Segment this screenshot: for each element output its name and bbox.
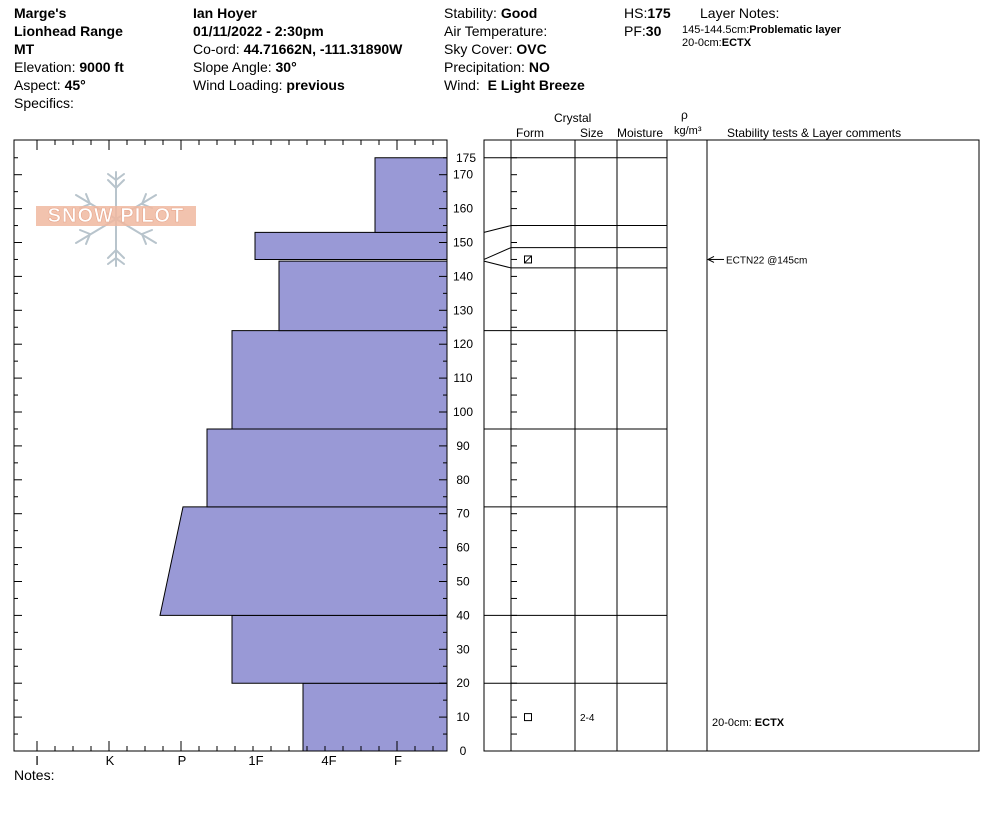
depth-tick-label: 0 [460, 744, 467, 758]
depth-tick-label: 10 [456, 710, 470, 724]
depth-tick-label: 70 [456, 507, 470, 521]
crystal-size: 2-4 [580, 713, 595, 724]
depth-tick-label: 80 [456, 473, 470, 487]
hardness-bar [254, 231, 448, 260]
penetration-foot: PF:30 [624, 23, 662, 39]
layer-comment: 20-0cm: ECTX [712, 717, 785, 729]
moisture-header: Moisture [617, 126, 664, 140]
datetime: 01/11/2022 - 2:30pm [193, 23, 324, 39]
depth-tick-label: 40 [456, 608, 470, 622]
stability-test-label: ECTN22 @145cm [726, 255, 807, 266]
hardness-bar [374, 157, 448, 233]
layer-note: 145-144.5cm:Problematic layer [682, 24, 841, 36]
form-header: Form [516, 126, 544, 140]
layer-comment-note: ECTX [755, 717, 785, 729]
faceted-icon [524, 713, 532, 722]
depth-tick-label: 130 [453, 303, 473, 317]
depth-tick-label: 90 [456, 439, 470, 453]
aspect: Aspect: 45° [14, 77, 86, 93]
depth-tick-label: 60 [456, 541, 470, 555]
layer-comment-range: 20-0cm: [712, 717, 755, 729]
depth-tick-label: 110 [453, 371, 472, 385]
state-name: MT [14, 41, 35, 57]
depth-tick-label: 140 [453, 269, 473, 283]
precipitation: Precipitation: NO [444, 59, 550, 75]
snow-height: HS:175 [624, 5, 671, 21]
logo-text: SNOW PILOT [36, 206, 196, 226]
depth-tick-label: 100 [453, 405, 473, 419]
observer: Ian Hoyer [193, 5, 257, 21]
location-name: Marge's [14, 5, 67, 21]
layer-table-frame [483, 139, 980, 752]
specifics: Specifics: [14, 95, 74, 111]
elevation: Elevation: 9000 ft [14, 59, 124, 75]
hardness-bar [302, 682, 448, 752]
comments-header: Stability tests & Layer comments [727, 126, 902, 140]
depth-tick-label: 160 [453, 202, 473, 216]
hardness-bar [231, 330, 448, 430]
wind: Wind: E Light Breeze [444, 77, 585, 93]
hardness-tick-label: I [35, 753, 39, 768]
snowpilot-logo: SNOW PILOT [36, 170, 196, 270]
layer-connector [483, 225, 512, 233]
hardness-tick-label: K [106, 753, 115, 768]
hardness-tick-label: 4F [321, 753, 336, 768]
depth-tick-label: 20 [456, 676, 470, 690]
stability: Stability: Good [444, 5, 538, 21]
coordinates: Co-ord: 44.71662N, -111.31890W [193, 41, 403, 57]
wind-loading: Wind Loading: previous [193, 77, 345, 93]
depth-tick-label: 120 [453, 337, 473, 351]
sky-cover: Sky Cover: OVC [444, 41, 547, 57]
layer-note: 20-0cm:ECTX [682, 37, 752, 49]
depth-tick-label: 170 [453, 168, 473, 182]
layer-notes-title: Layer Notes: [700, 5, 780, 21]
crystal-header: Crystal [554, 111, 592, 125]
density-unit: kg/m³ [674, 125, 702, 137]
air-temperature: Air Temperature: [444, 23, 548, 39]
hardness-bar [231, 614, 448, 684]
notes-label: Notes: [14, 767, 55, 783]
hardness-bar [159, 506, 448, 616]
surface-hoar-mark [524, 255, 532, 264]
hardness-tick-label: F [394, 753, 402, 768]
hardness-tick-label: P [178, 753, 187, 768]
range-name: Lionhead Range [14, 23, 123, 39]
layer-connector [483, 247, 512, 260]
depth-tick-label: 150 [453, 236, 473, 250]
density-symbol: ρ [681, 108, 688, 122]
depth-tick-label: 30 [456, 642, 470, 656]
hardness-tick-label: 1F [248, 753, 263, 768]
hardness-bar [206, 428, 448, 508]
depth-tick-label: 175 [456, 151, 476, 165]
slope-angle: Slope Angle: 30° [193, 59, 297, 75]
depth-tick-label: 50 [456, 575, 470, 589]
test-arrowhead [706, 256, 715, 263]
hardness-bar [278, 260, 448, 332]
layer-connector [483, 260, 512, 269]
size-header: Size [580, 126, 604, 140]
